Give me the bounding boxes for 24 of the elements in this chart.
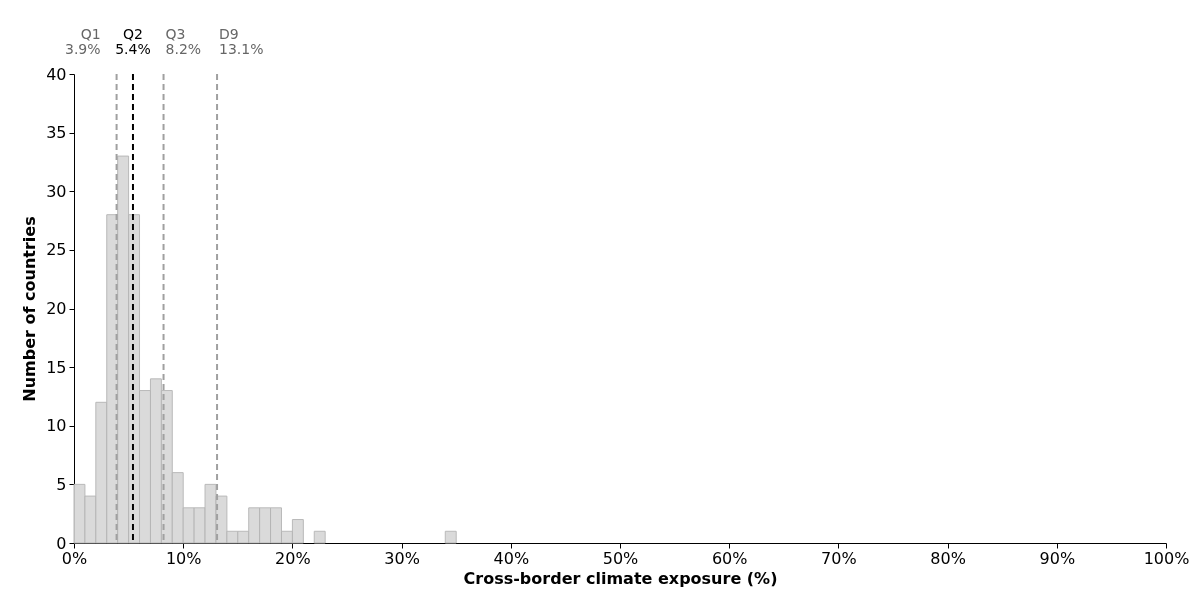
ref-line-label: D9 13.1% [219, 26, 264, 57]
y-tick-label: 30 [46, 181, 67, 201]
x-tick-label: 10% [165, 548, 202, 568]
y-tick-label: 15 [46, 357, 67, 377]
x-tick-label: 20% [275, 548, 311, 568]
y-tick-label: 25 [46, 240, 67, 260]
y-axis-title: Number of countries [20, 216, 40, 402]
x-tick-label: 70% [821, 548, 857, 568]
x-tick-label: 80% [930, 548, 966, 568]
x-tick-label: 60% [711, 548, 748, 568]
x-tick-label: 40% [493, 548, 530, 568]
y-tick-label: 40 [46, 64, 67, 84]
x-tick-label: 30% [384, 548, 420, 568]
x-tick-label: 100% [1143, 548, 1190, 568]
x-tick-label: 50% [602, 548, 639, 568]
ref-line-label: Q1 3.9% [65, 26, 101, 57]
x-tick-label: 90% [1039, 548, 1076, 568]
y-tick-label: 35 [46, 123, 67, 143]
y-tick-label: 20 [46, 299, 67, 318]
ref-line-label: Q3 8.2% [165, 26, 202, 57]
x-axis-title: Cross-border climate exposure (%) [463, 568, 778, 588]
y-tick-label: 5 [56, 474, 67, 494]
ref-line-label: Q2 5.4% [115, 26, 151, 57]
y-tick-label: 10 [46, 416, 67, 436]
